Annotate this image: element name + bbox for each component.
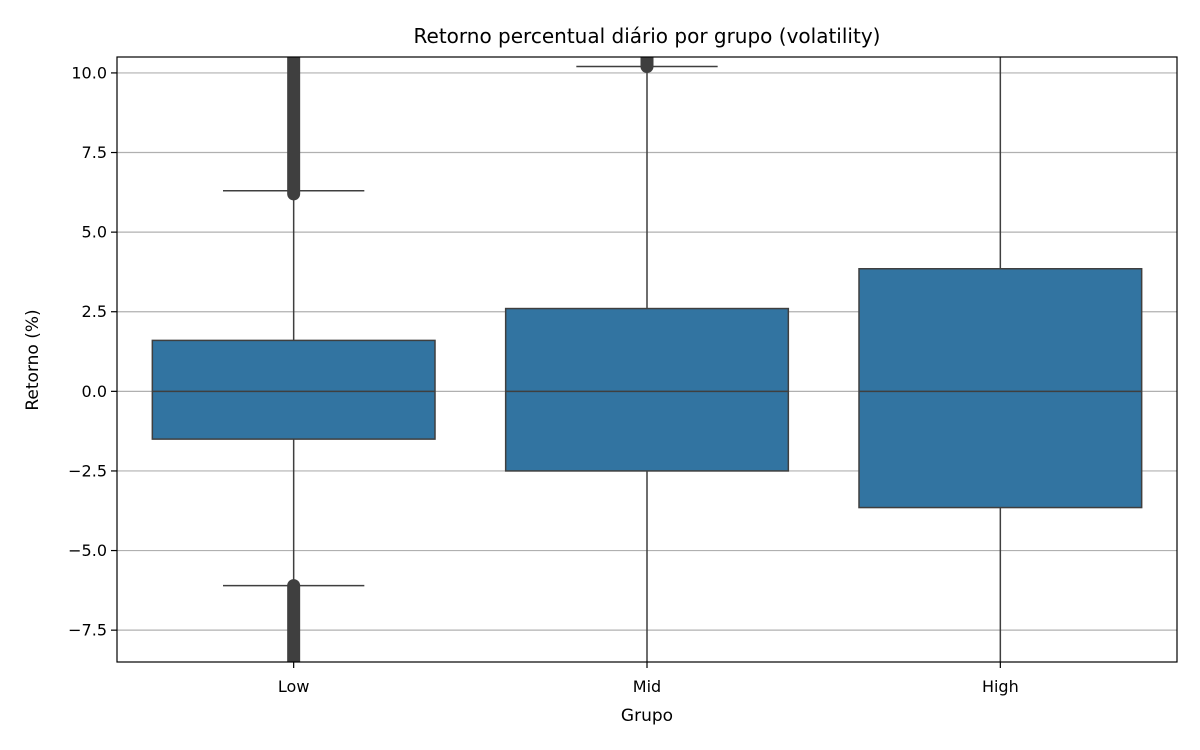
y-axis: −7.5 −5.0 −2.5 0.0 2.5 5.0 7.5 10.0 (68, 63, 117, 640)
y-tick-label: 10.0 (71, 63, 107, 82)
y-tick-label: 5.0 (82, 223, 107, 242)
box-high (858, 57, 1143, 662)
x-tick-label: High (982, 677, 1019, 696)
box-layer (151, 57, 1143, 662)
y-axis-title: Retorno (%) (23, 309, 43, 410)
y-tick-label: 0.0 (82, 382, 107, 401)
y-tick-label: −7.5 (68, 621, 107, 640)
y-tick-label: −2.5 (68, 461, 107, 480)
x-tick-label: Mid (633, 677, 661, 696)
y-tick-label: 7.5 (82, 143, 107, 162)
x-tick-label: Low (278, 677, 310, 696)
chart-title: Retorno percentual diário por grupo (vol… (414, 24, 881, 48)
y-tick-label: 2.5 (82, 302, 107, 321)
x-axis-title: Grupo (621, 706, 673, 726)
box-iqr (858, 268, 1143, 509)
y-tick-label: −5.0 (68, 541, 107, 560)
box-iqr (504, 307, 790, 472)
x-axis: Low Mid High (278, 662, 1019, 696)
box-low (151, 57, 436, 662)
box-mid (504, 57, 790, 662)
box-iqr (151, 339, 436, 440)
